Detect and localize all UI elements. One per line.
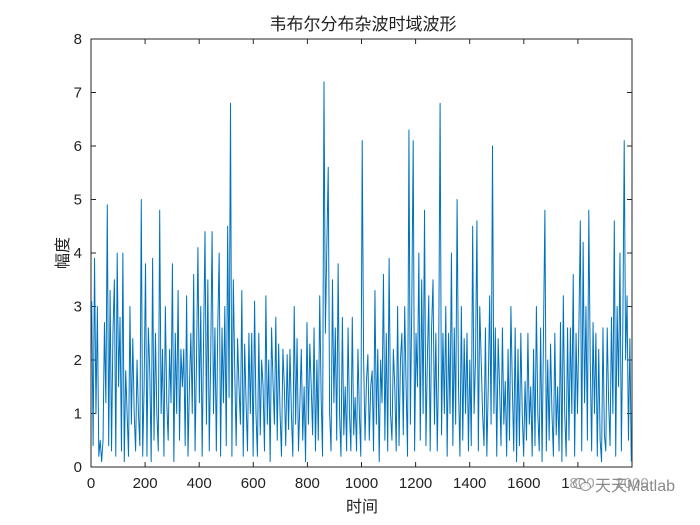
x-tick-label: 1000 [345, 475, 378, 492]
x-tick-label: 200 [133, 475, 158, 492]
y-tick-label: 5 [74, 192, 82, 209]
y-tick-label: 8 [74, 31, 82, 48]
y-tick-label: 6 [74, 138, 82, 155]
y-tick-label: 0 [74, 459, 82, 476]
watermark: 天天Matlab [569, 471, 678, 497]
x-tick-label: 800 [295, 475, 320, 492]
x-tick-label: 1600 [507, 475, 540, 492]
series-line [91, 81, 632, 463]
chart-title: 韦布尔分布杂波时域波形 [270, 15, 457, 35]
y-axis-label: 幅度 [53, 237, 72, 269]
series-group [91, 81, 632, 463]
y-tick-label: 7 [74, 85, 82, 102]
y-tick-label: 1 [74, 406, 82, 423]
y-tick-label: 3 [74, 299, 82, 316]
x-tick-label: 1200 [399, 475, 432, 492]
x-tick-label: 1400 [453, 475, 486, 492]
wechat-icon [572, 477, 591, 491]
y-tick-label: 4 [74, 245, 82, 262]
x-tick-label: 600 [241, 475, 266, 492]
x-axis-label: 时间 [346, 497, 378, 516]
x-tick-label: 0 [87, 475, 95, 492]
y-tick-label: 2 [74, 352, 82, 369]
x-tick-label: 400 [187, 475, 212, 492]
y-axis: 0 1 2 3 4 5 6 7 8 [74, 31, 632, 476]
watermark-text: 天天Matlab [594, 478, 675, 495]
